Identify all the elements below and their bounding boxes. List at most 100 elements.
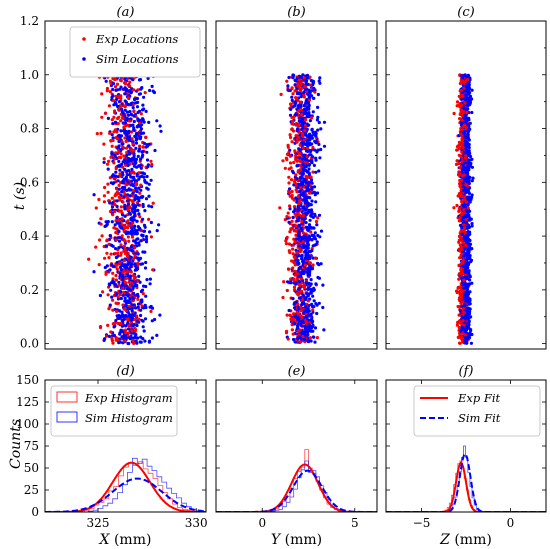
sim-location-point bbox=[133, 268, 137, 272]
exp-location-point bbox=[290, 86, 294, 90]
sim-location-point bbox=[306, 240, 310, 244]
sim-location-point bbox=[115, 216, 119, 220]
sim-location-point bbox=[120, 310, 124, 314]
sim-location-point bbox=[287, 75, 291, 80]
sim-location-point bbox=[309, 278, 313, 282]
sim-location-point bbox=[150, 205, 154, 209]
sim-location-point bbox=[135, 219, 139, 223]
exp-location-point bbox=[290, 140, 294, 144]
sim-location-point bbox=[308, 132, 312, 136]
sim-location-point bbox=[309, 339, 313, 343]
exp-location-point bbox=[114, 167, 118, 171]
y-tick-label: 0.6 bbox=[20, 175, 39, 189]
exp-location-point bbox=[115, 263, 119, 267]
sim-location-point bbox=[308, 149, 313, 154]
exp-location-point bbox=[309, 175, 313, 179]
exp-location-point bbox=[122, 307, 126, 311]
exp-location-point bbox=[118, 209, 122, 213]
sim-location-point bbox=[133, 97, 137, 101]
sim-location-point bbox=[306, 338, 310, 342]
sim-location-point bbox=[462, 264, 466, 268]
sim-location-point bbox=[305, 292, 309, 296]
sim-location-point bbox=[317, 213, 322, 217]
panel-b-title: (b) bbox=[287, 5, 305, 20]
exp-location-point bbox=[303, 263, 307, 267]
exp-location-point bbox=[457, 272, 462, 276]
exp-location-point bbox=[290, 189, 294, 194]
x-axis-label-unit: (mm) bbox=[114, 532, 151, 548]
exp-location-point bbox=[117, 115, 121, 119]
exp-location-point bbox=[460, 103, 464, 107]
exp-location-point bbox=[107, 159, 111, 163]
legend-marker bbox=[82, 57, 86, 61]
sim-location-point bbox=[103, 224, 107, 228]
sim-location-point bbox=[309, 214, 313, 218]
exp-location-point bbox=[139, 183, 143, 187]
sim-location-point bbox=[132, 303, 136, 307]
sim-location-point bbox=[155, 119, 159, 123]
sim-location-point bbox=[147, 182, 151, 186]
exp-location-point bbox=[121, 165, 125, 169]
sim-location-point bbox=[136, 208, 140, 212]
sim-location-point bbox=[297, 280, 302, 284]
sim-location-point bbox=[464, 286, 468, 290]
sim-location-point bbox=[126, 102, 130, 106]
sim-location-point bbox=[110, 220, 114, 224]
sim-location-point bbox=[310, 136, 314, 140]
sim-location-point bbox=[132, 214, 136, 219]
sim-location-point bbox=[299, 274, 303, 278]
sim-location-point bbox=[113, 282, 117, 287]
sim-location-point bbox=[308, 153, 312, 157]
sim-location-point bbox=[102, 160, 106, 164]
legend-label: Sim Histogram bbox=[85, 411, 173, 425]
exp-location-point bbox=[457, 173, 461, 177]
exp-location-point bbox=[288, 204, 292, 208]
sim-location-point bbox=[138, 340, 142, 344]
exp-location-point bbox=[458, 341, 462, 345]
exp-location-point bbox=[132, 274, 137, 278]
exp-location-point bbox=[100, 234, 104, 238]
exp-location-point bbox=[123, 82, 127, 86]
sim-location-point bbox=[297, 296, 301, 300]
exp-location-point bbox=[106, 182, 110, 186]
sim-location-point bbox=[131, 106, 135, 110]
sim-location-point bbox=[137, 134, 141, 138]
sim-location-point bbox=[134, 195, 138, 199]
exp-location-point bbox=[94, 206, 98, 210]
sim-fit-curve bbox=[216, 469, 377, 512]
exp-location-point bbox=[114, 278, 118, 282]
sim-location-point bbox=[123, 121, 127, 125]
sim-location-point bbox=[295, 177, 299, 181]
exp-location-point bbox=[126, 96, 130, 100]
sim-location-point bbox=[143, 317, 148, 321]
sim-location-point bbox=[460, 232, 464, 236]
exp-location-point bbox=[124, 331, 128, 335]
sim-location-point bbox=[130, 226, 134, 230]
sim-location-point bbox=[466, 172, 470, 176]
exp-location-point bbox=[284, 239, 288, 243]
sim-location-point bbox=[461, 167, 465, 171]
exp-location-point bbox=[114, 231, 118, 235]
exp-location-point bbox=[294, 224, 298, 228]
exp-location-point bbox=[113, 85, 118, 89]
exp-location-point bbox=[111, 213, 115, 217]
exp-location-point bbox=[126, 196, 130, 200]
sim-location-point bbox=[317, 169, 321, 173]
sim-location-point bbox=[321, 305, 325, 310]
exp-location-point bbox=[119, 243, 123, 247]
sim-location-point bbox=[111, 136, 115, 140]
sim-location-point bbox=[289, 281, 293, 285]
exp-location-point bbox=[457, 313, 461, 317]
exp-location-point bbox=[117, 183, 121, 187]
sim-location-point bbox=[130, 167, 134, 171]
exp-location-point bbox=[462, 311, 466, 315]
exp-location-point bbox=[278, 206, 282, 210]
exp-location-point bbox=[460, 200, 464, 204]
sim-location-point bbox=[129, 274, 133, 278]
exp-location-point bbox=[292, 205, 297, 209]
x-tick-label: 5 bbox=[351, 516, 359, 530]
exp-location-point bbox=[464, 154, 468, 158]
sim-location-point bbox=[114, 174, 118, 178]
exp-location-point bbox=[466, 206, 470, 210]
legend-box bbox=[50, 385, 178, 437]
